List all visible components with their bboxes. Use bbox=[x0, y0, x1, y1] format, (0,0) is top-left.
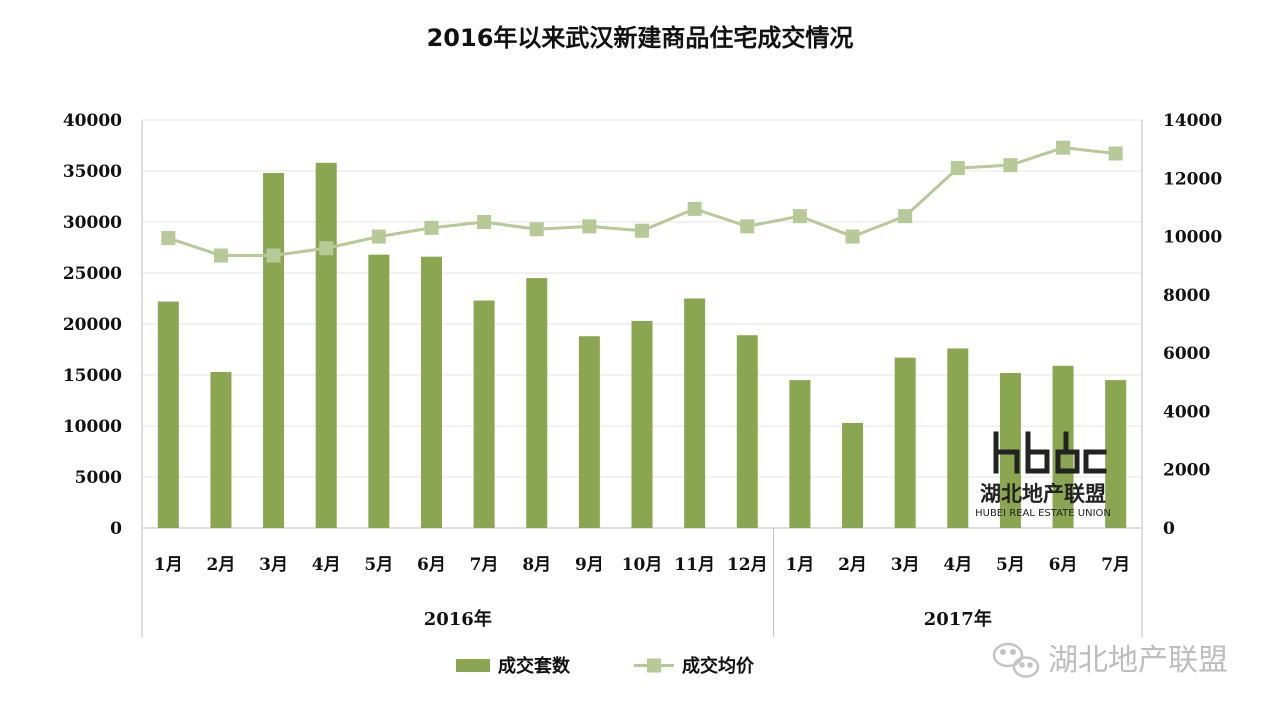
price-marker-5 bbox=[371, 229, 386, 244]
legend-line-marker bbox=[647, 658, 661, 673]
x-category-label: 6月 bbox=[417, 555, 446, 575]
price-marker-15 bbox=[898, 209, 913, 224]
legend-bar-label: 成交套数 bbox=[498, 655, 571, 677]
y-right-tick-label: 2000 bbox=[1163, 461, 1210, 481]
y-left-tick-labels: 0 5000 10000 15000 20000 25000 30000 35000 40000 bbox=[63, 111, 122, 539]
logo-subtitle: HUBEI REAL ESTATE UNION bbox=[975, 508, 1111, 519]
x-category-label: 2月 bbox=[207, 555, 236, 575]
price-marker-6 bbox=[424, 220, 439, 235]
price-marker-19 bbox=[1108, 146, 1123, 161]
bar-2 bbox=[210, 371, 232, 528]
bar-18 bbox=[1052, 365, 1074, 528]
x-category-label: 5月 bbox=[996, 555, 1025, 575]
x-category-labels: 1月 2月 3月 4月 5月 6月 7月 8月 9月 10月 11月 12月 1月 2月 3月 4月 5月 6月 7… bbox=[154, 555, 1130, 575]
bar-6 bbox=[420, 256, 442, 528]
price-marker-10 bbox=[635, 223, 649, 238]
y-left-tick-label: 15000 bbox=[63, 366, 122, 386]
price-marker-9 bbox=[582, 219, 597, 234]
bar-7 bbox=[473, 300, 495, 528]
bar-13 bbox=[789, 380, 811, 528]
y-right-tick-labels: 0 2000 4000 6000 8000 10000 12000 14000 bbox=[1163, 111, 1222, 539]
price-marker-13 bbox=[792, 209, 807, 224]
price-marker-7 bbox=[477, 215, 492, 229]
price-marker-8 bbox=[529, 222, 544, 237]
bar-8 bbox=[526, 278, 548, 528]
x-category-label: 6月 bbox=[1049, 555, 1078, 575]
x-category-label: 8月 bbox=[522, 555, 551, 575]
y-left-tick-label: 0 bbox=[110, 519, 122, 539]
x-category-label: 2月 bbox=[838, 555, 867, 575]
legend: 成交套数 成交均价 bbox=[456, 655, 755, 677]
x-category-label: 3月 bbox=[259, 555, 288, 575]
price-marker-12 bbox=[740, 219, 755, 234]
bar-9 bbox=[578, 336, 600, 528]
hbrc-logo-icon bbox=[993, 431, 1107, 474]
y-left-tick-label: 20000 bbox=[63, 315, 122, 335]
y-left-tick-label: 30000 bbox=[63, 213, 122, 233]
bar-16 bbox=[947, 348, 969, 528]
legend-bar-swatch bbox=[456, 659, 490, 672]
bar-15 bbox=[894, 357, 916, 528]
x-category-label: 12月 bbox=[727, 555, 768, 575]
wechat-account-name: 湖北地产联盟 bbox=[1048, 643, 1228, 678]
wechat-icon bbox=[992, 642, 1040, 678]
price-marker-4 bbox=[319, 241, 334, 256]
line-series bbox=[161, 140, 1123, 263]
price-marker-16 bbox=[950, 161, 965, 176]
y-left-tick-label: 25000 bbox=[63, 264, 122, 284]
x-group-labels: 2016年 2017年 bbox=[424, 608, 992, 630]
bar-19 bbox=[1105, 380, 1127, 528]
y-right-tick-label: 4000 bbox=[1163, 402, 1210, 422]
price-marker-2 bbox=[213, 248, 228, 263]
logo-name: 湖北地产联盟 bbox=[980, 482, 1106, 506]
bar-5 bbox=[368, 254, 390, 528]
x-category-label: 1月 bbox=[154, 555, 183, 575]
y-right-tick-label: 10000 bbox=[1163, 228, 1222, 248]
y-left-tick-label: 40000 bbox=[63, 111, 122, 131]
y-right-tick-label: 0 bbox=[1163, 519, 1175, 539]
x-category-label: 4月 bbox=[943, 555, 972, 575]
x-category-label: 7月 bbox=[470, 555, 499, 575]
legend-line-label: 成交均价 bbox=[682, 655, 755, 677]
y-right-tick-label: 12000 bbox=[1163, 169, 1222, 189]
y-left-tick-label: 10000 bbox=[63, 417, 122, 437]
price-marker-17 bbox=[1003, 158, 1018, 173]
bar-4 bbox=[315, 162, 337, 528]
bar-1 bbox=[157, 301, 179, 528]
bar-11 bbox=[684, 298, 706, 528]
y-right-tick-label: 14000 bbox=[1163, 111, 1222, 131]
logo-watermark: 湖北地产联盟 HUBEI REAL ESTATE UNION bbox=[975, 431, 1111, 519]
x-group-label: 2016年 bbox=[424, 608, 492, 630]
chart-title: 2016年以来武汉新建商品住宅成交情况 bbox=[427, 24, 854, 52]
price-marker-14 bbox=[845, 229, 860, 244]
x-category-label: 1月 bbox=[785, 555, 814, 575]
y-right-tick-label: 6000 bbox=[1163, 344, 1210, 364]
price-marker-11 bbox=[687, 201, 702, 216]
wechat-watermark: 湖北地产联盟 bbox=[992, 642, 1228, 678]
bar-series bbox=[157, 162, 1127, 529]
price-line bbox=[167, 146, 1116, 258]
y-left-tick-label: 35000 bbox=[63, 162, 122, 182]
x-category-label: 10月 bbox=[622, 555, 663, 575]
x-category-label: 9月 bbox=[575, 555, 604, 575]
x-group-label: 2017年 bbox=[924, 608, 992, 630]
bar-14 bbox=[842, 422, 864, 528]
x-category-label: 11月 bbox=[674, 555, 715, 575]
x-category-label: 3月 bbox=[891, 555, 920, 575]
y-right-tick-label: 8000 bbox=[1163, 286, 1210, 306]
x-category-label: 4月 bbox=[312, 555, 341, 575]
bar-3 bbox=[263, 173, 285, 529]
y-left-tick-label: 5000 bbox=[75, 468, 122, 488]
x-category-label: 7月 bbox=[1101, 555, 1130, 575]
bar-12 bbox=[736, 335, 758, 528]
x-category-label: 5月 bbox=[364, 555, 393, 575]
bar-10 bbox=[631, 320, 653, 528]
price-marker-1 bbox=[161, 231, 176, 246]
price-marker-3 bbox=[266, 248, 281, 263]
price-marker-18 bbox=[1056, 140, 1071, 155]
